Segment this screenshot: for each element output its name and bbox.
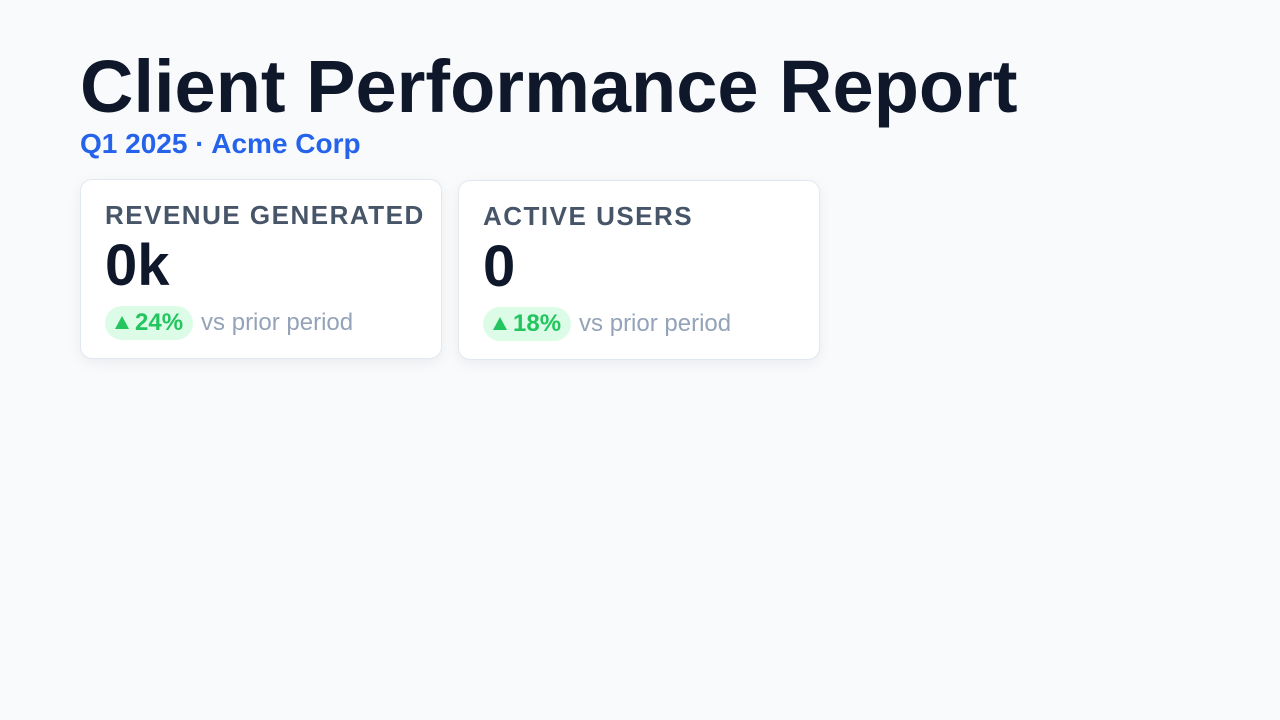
kpi-value: 0k bbox=[105, 233, 170, 298]
trend-badge: 18% bbox=[483, 307, 572, 341]
kpi-card-active-users: ACTIVE USERS 0 18% vs prior period bbox=[458, 180, 820, 360]
kpi-card-revenue: REVENUE GENERATED 0k 24% vs prior period bbox=[80, 179, 442, 359]
page-title: Client Performance Report bbox=[80, 45, 1018, 128]
kpi-cards: REVENUE GENERATED 0k 24% vs prior period… bbox=[80, 179, 1200, 360]
trend-value: 18% bbox=[513, 310, 562, 337]
kpi-label: ACTIVE USERS bbox=[483, 201, 694, 231]
kpi-trend: 24% vs prior period bbox=[105, 306, 417, 340]
arrow-up-icon bbox=[493, 316, 507, 330]
trend-value: 24% bbox=[135, 309, 184, 336]
arrow-up-icon bbox=[115, 315, 129, 329]
page-subtitle: Q1 2025 · Acme Corp bbox=[80, 128, 361, 159]
kpi-value: 0 bbox=[483, 234, 516, 299]
kpi-trend: 18% vs prior period bbox=[483, 307, 795, 341]
trend-caption: vs prior period bbox=[579, 310, 732, 337]
kpi-label: REVENUE GENERATED bbox=[105, 200, 425, 230]
trend-caption: vs prior period bbox=[201, 309, 354, 336]
trend-badge: 24% bbox=[105, 306, 194, 340]
